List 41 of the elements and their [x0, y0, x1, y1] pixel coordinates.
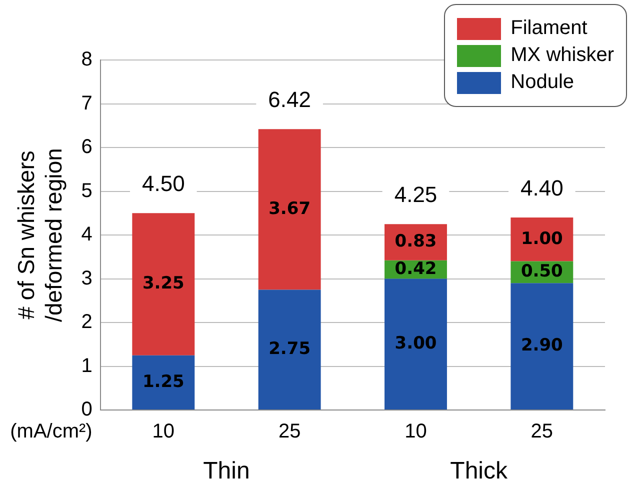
y-tick-label: 6	[81, 136, 92, 158]
text: Thick	[450, 458, 508, 485]
total-label: 4.40	[520, 176, 564, 201]
bar	[258, 129, 321, 290]
data-label: 1.00	[520, 228, 564, 249]
bar	[510, 218, 574, 262]
x-tick-label: 25	[530, 420, 554, 443]
y-axis-title: # of Sn whiskers /deformed region	[13, 148, 67, 322]
legend-label: MX whisker	[510, 44, 614, 67]
y-tick-label: 5	[81, 180, 92, 202]
x-tick-label: 10	[152, 420, 175, 443]
legend-label: Nodule	[510, 71, 574, 94]
total-label: 4.25	[394, 182, 438, 208]
y-tick-label: 1	[81, 354, 92, 377]
data-label: 2.90	[520, 336, 564, 356]
data-label: 0.83	[394, 232, 437, 252]
total-label: 4.50	[142, 171, 185, 196]
data-label: 3.25	[142, 274, 184, 294]
legend-label: Filament	[510, 17, 588, 40]
x-axis-title: (mA/cm²)	[10, 420, 92, 443]
y-tick-label: 7	[81, 92, 92, 114]
total-label: 6.42	[268, 87, 311, 112]
y-tick-label: 8	[81, 48, 92, 71]
data-label: 0.42	[394, 258, 437, 279]
x-tick-label: 25	[278, 420, 301, 443]
y-tick-label: 3	[81, 267, 92, 290]
x-tick-label: 10	[404, 420, 427, 443]
text: Thin	[203, 458, 250, 485]
data-label: 3.67	[268, 198, 311, 219]
data-label: 2.75	[268, 339, 311, 360]
y-tick-label: 4	[81, 224, 92, 246]
data-label: 0.50	[520, 262, 564, 282]
data-label: 1.25	[142, 372, 184, 392]
bar	[510, 283, 574, 410]
bar	[258, 290, 321, 410]
bar	[384, 278, 447, 410]
bar	[132, 213, 195, 356]
bar	[132, 355, 195, 410]
data-label: 3.00	[394, 334, 437, 354]
y-tick-label: 0	[81, 398, 92, 421]
y-tick-label: 2	[81, 311, 92, 334]
